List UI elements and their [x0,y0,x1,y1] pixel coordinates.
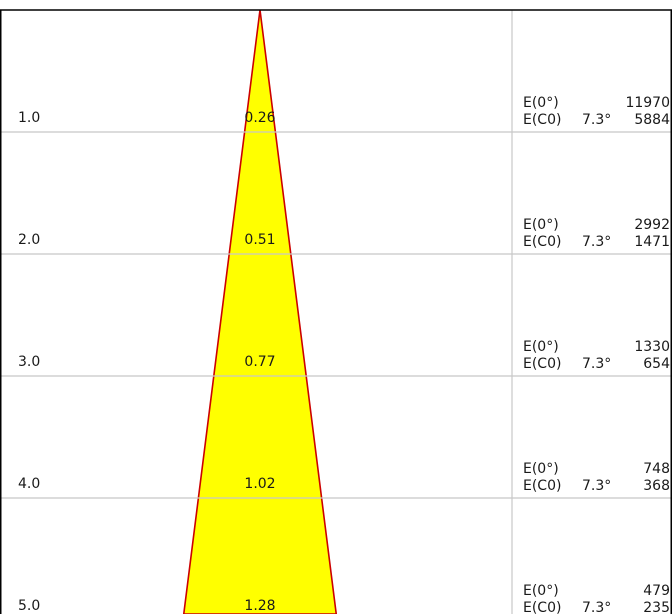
e0-label: E(0°) [523,461,559,477]
ec0-label: E(C0) [523,356,562,372]
ec0-angle: 7.3° [582,112,612,128]
distance-label: 5.0 [18,598,41,614]
diagram-frame [0,9,672,614]
e0-label: E(0°) [523,95,559,111]
e0-label: E(0°) [523,583,559,599]
e0-value: 11970 [625,95,670,111]
ec0-value: 1471 [634,234,670,250]
e0-label: E(0°) [523,339,559,355]
diameter-label: 0.26 [244,110,276,126]
distance-label: 2.0 [18,232,41,248]
ec0-angle: 7.3° [582,356,612,372]
ec0-angle: 7.3° [582,478,612,494]
ec0-label: E(C0) [523,234,562,250]
diameter-label: 1.02 [244,476,276,492]
ec0-value: 5884 [634,112,670,128]
distance-label: 1.0 [18,110,41,126]
e0-label: E(0°) [523,217,559,233]
diameter-label: 0.77 [244,354,276,370]
ec0-value: 235 [643,600,670,616]
light-cone [182,9,338,614]
ec0-angle: 7.3° [582,600,612,616]
e0-value: 748 [643,461,670,477]
ec0-value: 368 [643,478,670,494]
e0-value: 2992 [634,217,670,233]
e0-value: 1330 [634,339,670,355]
ec0-label: E(C0) [523,478,562,494]
distance-label: 3.0 [18,354,41,370]
distance-label: 4.0 [18,476,41,492]
ec0-label: E(C0) [523,112,562,128]
e0-value: 479 [643,583,670,599]
ec0-label: E(C0) [523,600,562,616]
ec0-angle: 7.3° [582,234,612,250]
diameter-label: 1.28 [244,598,276,614]
ec0-value: 654 [643,356,670,372]
diameter-label: 0.51 [244,232,276,248]
